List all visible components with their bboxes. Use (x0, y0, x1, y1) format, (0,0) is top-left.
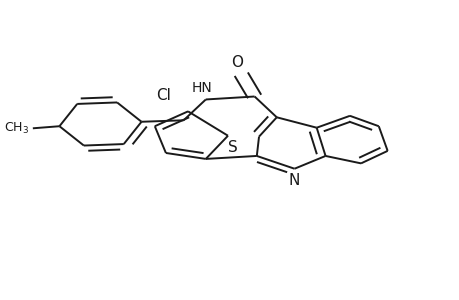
Text: CH$_3$: CH$_3$ (4, 121, 29, 136)
Text: Cl: Cl (156, 88, 171, 103)
Text: S: S (227, 140, 237, 154)
Text: HN: HN (191, 81, 212, 95)
Text: O: O (230, 56, 242, 70)
Text: N: N (288, 173, 300, 188)
